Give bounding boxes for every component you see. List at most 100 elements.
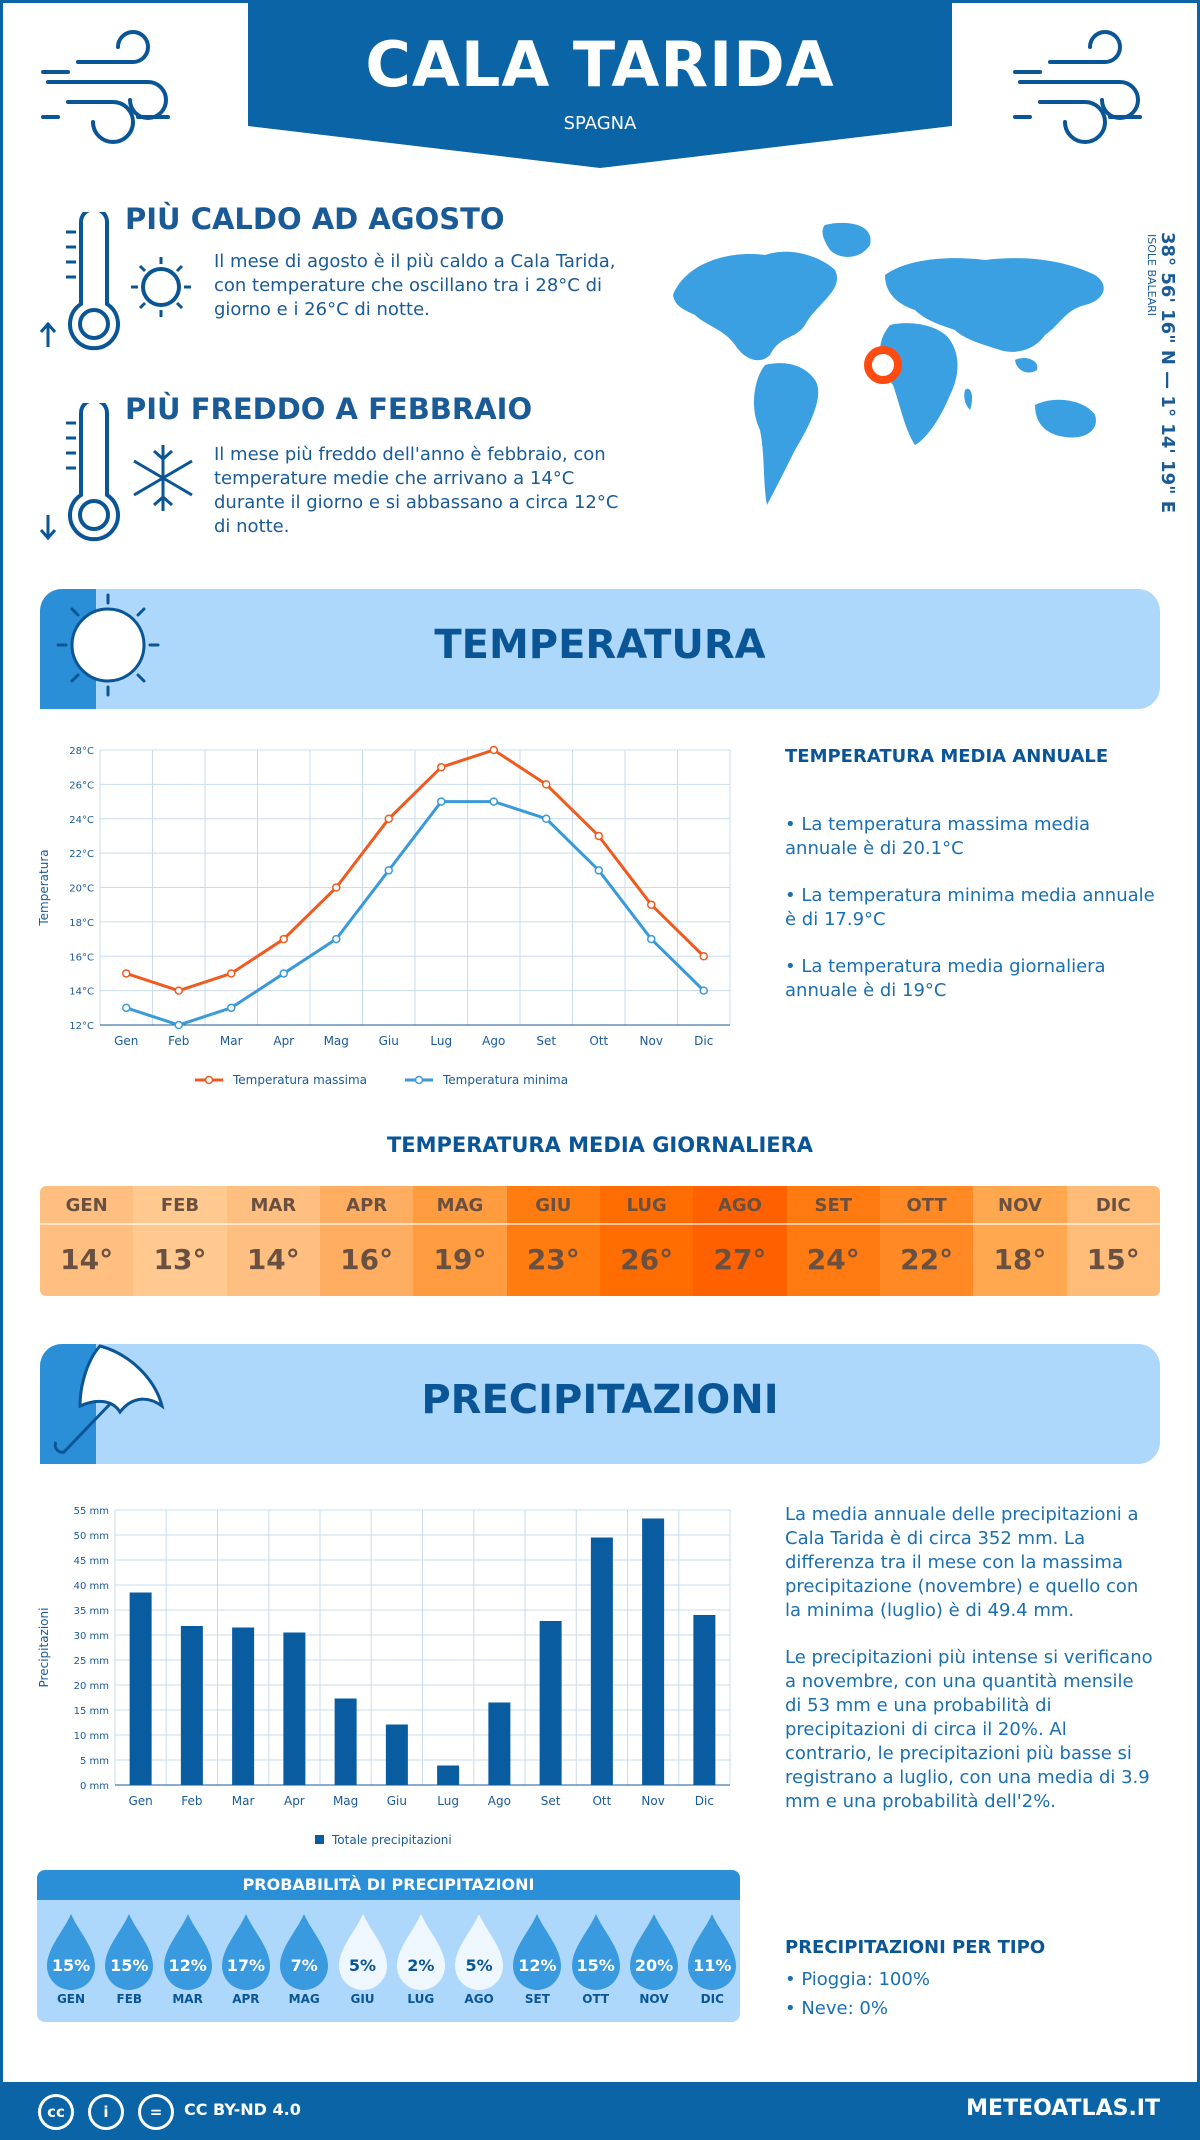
y-tick-label: 10 mm [74, 1731, 109, 1742]
probability-month: GIU [350, 1992, 375, 2006]
data-point [332, 883, 341, 892]
drop-icon [280, 1914, 329, 1990]
cc-icon: cc [38, 2094, 74, 2130]
daily-temp-month: APR [319, 1186, 414, 1225]
wind-icon-right [1013, 30, 1142, 144]
data-point [699, 986, 708, 995]
x-tick-label: Lug [430, 1034, 452, 1048]
y-tick-label: 15 mm [74, 1706, 109, 1717]
daily-temp-month: AGO [693, 1186, 787, 1225]
daily-temp-cell: OTT 22° [879, 1186, 974, 1296]
drop-icon [688, 1914, 737, 1990]
precip-bar [283, 1632, 306, 1785]
probability-value: 12% [168, 1956, 207, 1975]
data-point [122, 1003, 131, 1013]
daily-temp-month: MAG [413, 1186, 507, 1225]
daily-temp-cell: GIU 23° [506, 1186, 600, 1296]
probability-month: SET [524, 1992, 550, 2006]
by-icon: i [88, 2094, 124, 2130]
legend-marker [204, 1075, 214, 1085]
daily-temp-month: OTT [879, 1186, 974, 1225]
daily-temp-month: FEB [133, 1186, 227, 1225]
daily-temp-cell: AGO 27° [693, 1186, 787, 1296]
daily-temp-value: 26° [620, 1243, 674, 1276]
probability-heading: PROBABILITÀ DI PRECIPITAZIONI [37, 1870, 740, 1900]
x-tick-label: Gen [128, 1794, 152, 1808]
daily-temp-month: LUG [599, 1186, 694, 1225]
probability-value: 5% [465, 1956, 493, 1975]
y-tick-label: 5 mm [80, 1756, 109, 1767]
legend-label: Totale precipitazioni [331, 1833, 452, 1847]
y-axis-label: Temperatura [37, 849, 51, 926]
precipitation-banner: PRECIPITAZIONI [40, 1344, 1160, 1464]
legend-swatch [315, 1835, 324, 1844]
probability-value: 17% [226, 1956, 266, 1975]
temperature-chart: 12°C 14°C 16°C 18°C 20°C 22°C 24°C 26°C 28°C Gen F… [37, 745, 731, 1087]
data-point [332, 934, 341, 944]
probability-month: FEB [116, 1992, 143, 2006]
cold-month-title: PIÙ FREDDO A FEBBRAIO [125, 392, 533, 426]
precip-type-heading: PRECIPITAZIONI PER TIPO [785, 1937, 1046, 1958]
x-tick-label: Mar [232, 1794, 255, 1808]
data-point [279, 934, 288, 944]
umbrella-icon [53, 1344, 165, 1454]
x-tick-label: Set [536, 1034, 556, 1048]
nd-icon: = [138, 2094, 174, 2130]
y-tick-label: 25 mm [74, 1656, 109, 1667]
x-tick-label: Lug [437, 1794, 459, 1808]
data-point [489, 797, 498, 806]
drop-icon [396, 1914, 445, 1990]
daily-temp-value: 27° [713, 1243, 767, 1276]
probability-drop: 12% SET [509, 1912, 565, 2012]
daily-temp-value: 13° [153, 1243, 207, 1276]
drop-icon [105, 1914, 154, 1990]
precip-bar [590, 1537, 613, 1785]
daily-temp-value: 24° [806, 1243, 860, 1276]
x-tick-label: Apr [284, 1794, 305, 1808]
y-tick-label: 50 mm [74, 1531, 109, 1542]
y-tick-label: 35 mm [74, 1606, 109, 1617]
series-line [125, 748, 705, 993]
probability-drop: 5% GIU [335, 1912, 391, 2012]
probability-month: AGO [464, 1992, 494, 2006]
daily-temp-value: 22° [900, 1243, 954, 1276]
y-tick-label: 28°C [69, 746, 94, 757]
data-point [279, 969, 288, 978]
drop-icon [221, 1914, 270, 1990]
x-tick-label: Nov [640, 1034, 663, 1048]
x-tick-label: Feb [181, 1794, 202, 1808]
data-point [384, 866, 393, 875]
precipitation-chart: 0 mm 5 mm 10 mm 15 mm 20 mm 25 mm 30 mm 35 mm 40… [37, 1506, 731, 1847]
drop-icon [513, 1914, 562, 1990]
precip-bar [693, 1615, 716, 1785]
data-point [384, 814, 393, 823]
daily-temp-cell: LUG 26° [599, 1186, 694, 1296]
legend-label: Temperatura minima [442, 1073, 568, 1087]
daily-temp-cell: SET 24° [786, 1186, 880, 1296]
data-point [227, 969, 236, 978]
precip-bar [129, 1592, 152, 1785]
x-tick-label: Dic [695, 1794, 714, 1808]
probability-value: 12% [518, 1956, 557, 1975]
probability-drop: 17% APR [218, 1912, 274, 2012]
hot-month-title: PIÙ CALDO AD AGOSTO [125, 202, 505, 236]
data-point [489, 745, 498, 755]
precip-bar [232, 1627, 255, 1785]
footer: cc i = CC BY-ND 4.0 METEOATLAS.IT [0, 2082, 1200, 2140]
probability-value: 5% [348, 1956, 377, 1975]
thermometer-cold-icon [39, 403, 193, 542]
hot-month-text: Il mese di agosto è il più caldo a Cala … [214, 251, 616, 320]
data-point [699, 952, 708, 961]
y-tick-label: 24°C [69, 815, 94, 826]
data-point [174, 1020, 183, 1030]
site-link[interactable]: METEOATLAS.IT [966, 2096, 1160, 2121]
daily-temp-value: 18° [993, 1243, 1047, 1276]
precip-summary: La media annuale delle precipitazioni a … [785, 1504, 1139, 1621]
precip-type-snow: • Neve: 0% [785, 1998, 888, 2019]
probability-drop: 2% LUG [393, 1912, 449, 2012]
probability-value: 20% [634, 1956, 674, 1975]
precipitation-title: PRECIPITAZIONI [421, 1377, 779, 1423]
daily-temp-title: TEMPERATURA MEDIA GIORNALIERA [386, 1133, 814, 1157]
x-tick-label: Mag [333, 1794, 358, 1808]
probability-month: NOV [639, 1992, 669, 2006]
